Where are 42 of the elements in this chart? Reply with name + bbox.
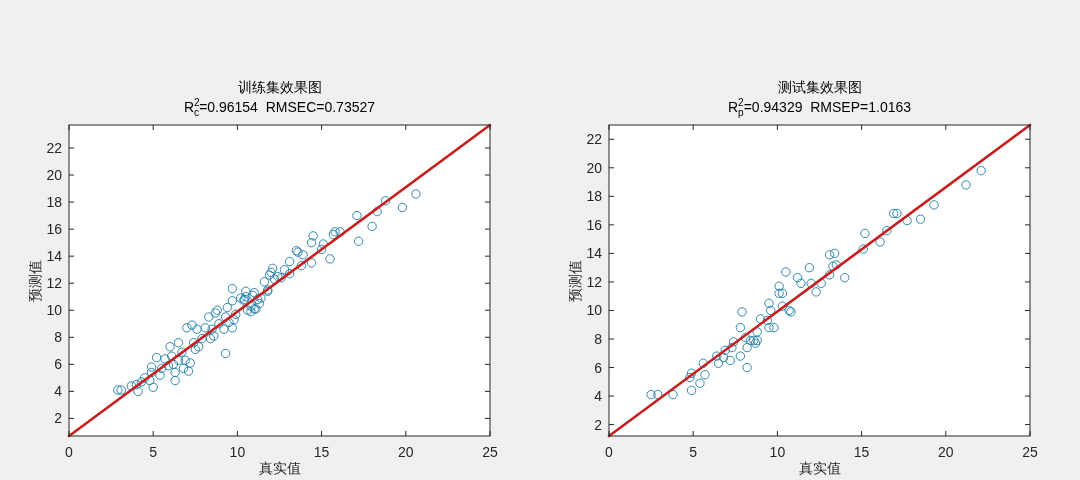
x-tick-label: 15 [853, 444, 870, 460]
y-tick-label: 14 [46, 248, 63, 265]
y-tick-label: 16 [586, 216, 603, 233]
y-tick-label: 12 [586, 273, 603, 290]
y-tick-label: 20 [586, 159, 603, 176]
x-tick-label: 10 [229, 444, 246, 460]
y-tick-label: 14 [586, 245, 603, 262]
x-tick-label: 5 [149, 444, 158, 460]
y-tick-label: 20 [46, 167, 63, 184]
y-axis-title: 预测值 [567, 259, 583, 302]
y-axis-title: 预测值 [27, 259, 43, 302]
y-tick-label: 2 [594, 416, 603, 433]
x-tick-label: 0 [65, 444, 74, 460]
y-tick-label: 8 [594, 330, 603, 347]
y-tick-label: 22 [586, 131, 603, 148]
y-tick-label: 16 [46, 221, 63, 238]
x-tick-label: 25 [482, 444, 498, 460]
x-tick-label: 20 [938, 444, 954, 460]
y-tick-label: 18 [46, 194, 63, 211]
x-tick-label: 25 [1022, 444, 1038, 460]
y-tick-label: 10 [586, 302, 603, 319]
x-tick-label: 0 [605, 444, 614, 460]
x-tick-label: 20 [398, 444, 414, 460]
y-tick-label: 2 [54, 410, 63, 427]
chart-subtitle: R$^{2}$$_{p}$=0.94329 RMSEP=1.0163 [727, 97, 912, 119]
y-tick-label: 12 [46, 275, 63, 292]
chart-title: 测试集效果图 [777, 79, 862, 95]
x-tick-label: 10 [769, 444, 786, 460]
y-tick-label: 6 [594, 359, 603, 376]
y-tick-label: 22 [46, 139, 63, 156]
x-axis-title: 真实值 [258, 460, 301, 476]
y-tick-label: 4 [594, 388, 603, 405]
chart-subtitle: R$^{2}$$_{c}$=0.96154 RMSEC=0.73527 [183, 97, 376, 119]
x-axis-title: 真实值 [798, 460, 841, 476]
y-tick-label: 4 [54, 383, 63, 400]
y-tick-label: 6 [54, 356, 63, 373]
x-tick-label: 5 [689, 444, 698, 460]
y-tick-label: 8 [54, 329, 63, 346]
chart-title: 训练集效果图 [237, 79, 322, 95]
x-tick-label: 15 [313, 444, 330, 460]
y-tick-label: 10 [46, 302, 63, 319]
y-tick-label: 18 [586, 188, 603, 205]
